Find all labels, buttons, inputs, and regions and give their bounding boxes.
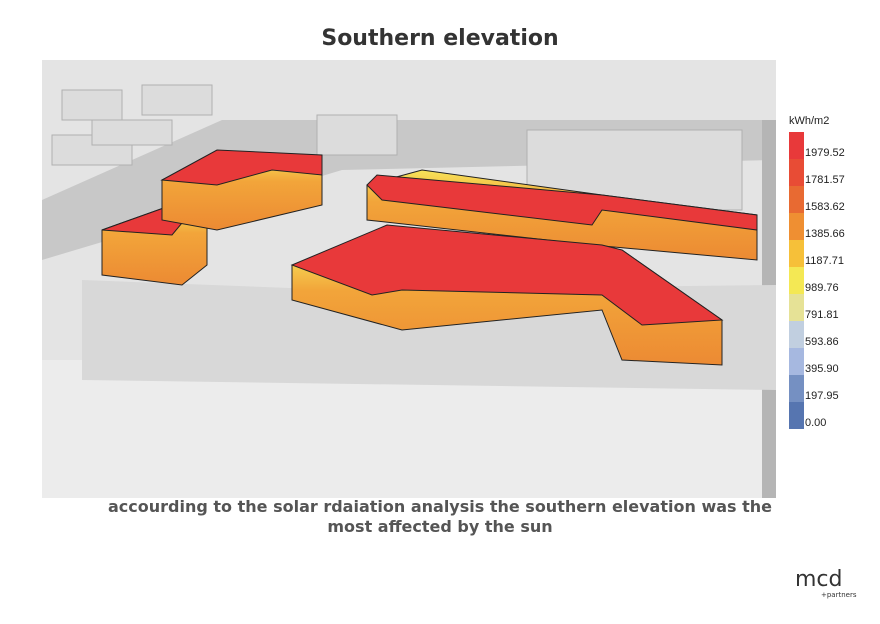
context-buildings [51, 84, 743, 211]
legend-swatch [789, 186, 804, 213]
svg-text:+partners: +partners [821, 591, 857, 599]
legend-swatch [789, 294, 804, 321]
site-ground [42, 360, 776, 498]
legend-swatch [789, 375, 804, 402]
legend-label: 1979.52 [805, 147, 845, 159]
legend-label: 1385.66 [805, 228, 845, 240]
legend-label: 989.76 [805, 282, 839, 294]
legend-swatch [789, 348, 804, 375]
svg-text:mcd: mcd [795, 567, 843, 592]
legend-swatch [789, 213, 804, 240]
legend-label: 0.00 [805, 417, 827, 429]
legend-label: 197.95 [805, 390, 839, 402]
legend-swatch [789, 132, 804, 159]
building-south [290, 224, 724, 366]
legend-swatch [789, 240, 804, 267]
legend-label: 1187.71 [805, 255, 844, 267]
legend-label: 395.90 [805, 363, 839, 375]
building-north [160, 149, 323, 231]
legend-swatch [789, 159, 804, 186]
page-title: Southern elevation [321, 26, 559, 51]
mcd-partners-logo: mcd +partners [795, 567, 857, 599]
caption: accourding to the solar rdaiation analys… [108, 497, 772, 536]
legend-label: 593.86 [805, 336, 839, 348]
legend-label: 1583.62 [805, 201, 845, 213]
legend-swatch [789, 267, 804, 294]
legend-swatch [789, 402, 804, 429]
building-east [366, 169, 758, 261]
solar-radiation-3d-model [42, 60, 776, 498]
legend-swatch [789, 321, 804, 348]
legend-label: 791.81 [805, 309, 839, 321]
legend-unit: kWh/m2 [789, 115, 830, 127]
legend-label: 1781.57 [805, 174, 845, 186]
